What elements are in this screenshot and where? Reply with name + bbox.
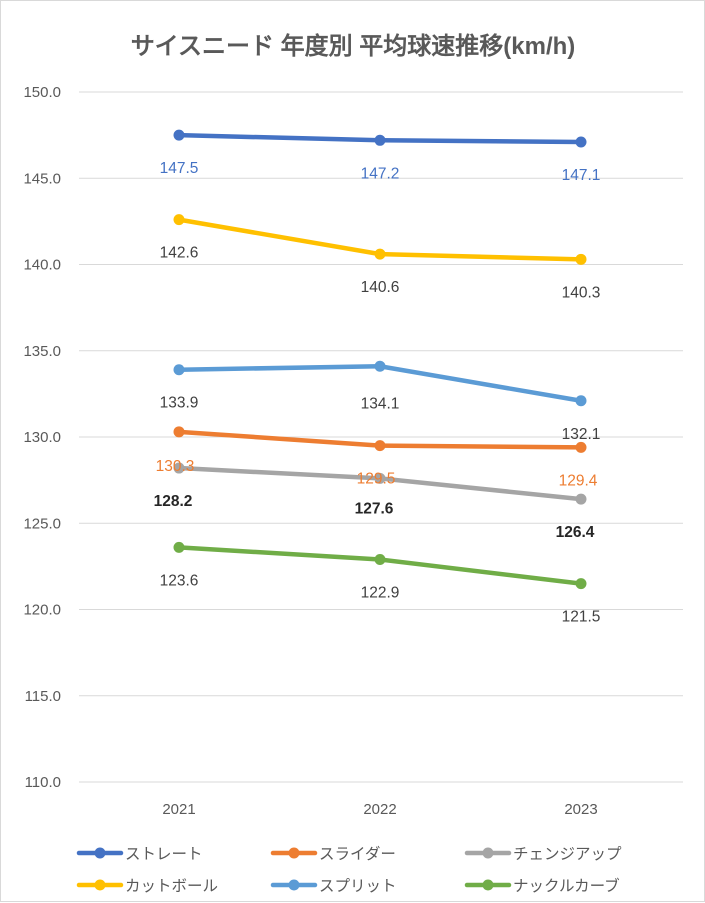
- series-lines: [173, 129, 587, 590]
- data-point: [173, 129, 185, 141]
- legend-label: スプリット: [319, 877, 397, 895]
- legend-item: ストレート: [76, 846, 203, 863]
- data-label: 140.6: [361, 279, 400, 296]
- data-label: 121.5: [562, 609, 601, 626]
- y-tick-label: 140.0: [23, 257, 61, 274]
- data-label: 123.6: [160, 572, 199, 589]
- data-point: [374, 360, 386, 372]
- data-label: 129.4: [559, 472, 598, 489]
- data-point: [173, 214, 185, 226]
- data-label: 127.6: [355, 500, 394, 517]
- data-label: 128.2: [154, 493, 193, 510]
- y-tick-label: 125.0: [23, 515, 61, 532]
- data-label: 132.1: [562, 426, 601, 443]
- legend-swatch-marker: [482, 847, 494, 859]
- data-point: [575, 136, 587, 148]
- x-tick-label: 2022: [363, 801, 396, 818]
- y-axis-tick-labels: 110.0 115.0 120.0 125.0 130.0 135.0 140.0 145.0…: [23, 84, 61, 791]
- data-point: [374, 472, 386, 484]
- legend-item: チェンジアップ: [464, 845, 622, 863]
- data-point: [374, 440, 386, 452]
- x-axis-tick-labels: 2021 2022 2023: [162, 801, 597, 818]
- data-label: 134.1: [361, 395, 400, 412]
- legend-label: ナックルカーブ: [513, 876, 620, 895]
- data-point: [575, 578, 587, 590]
- legend-swatch-marker: [94, 879, 106, 891]
- legend-swatch-marker: [94, 847, 106, 859]
- legend-label: チェンジアップ: [513, 845, 622, 863]
- y-tick-label: 115.0: [25, 688, 61, 705]
- x-tick-label: 2021: [162, 801, 195, 818]
- data-label: 126.4: [556, 524, 595, 541]
- data-point: [374, 553, 386, 565]
- legend-swatch-marker: [482, 879, 494, 891]
- data-labels: 147.5 147.2 147.1 142.6 140.6 140.3 133.9 134.1…: [154, 160, 601, 626]
- y-tick-label: 150.0: [23, 84, 61, 101]
- y-tick-label: 130.0: [23, 429, 61, 446]
- legend-swatch-marker: [288, 879, 300, 891]
- data-point: [575, 395, 587, 407]
- legend-item: スライダー: [270, 845, 396, 863]
- x-tick-label: 2023: [564, 801, 597, 818]
- data-point: [173, 364, 185, 376]
- data-label: 122.9: [361, 584, 400, 601]
- data-label: 133.9: [160, 395, 199, 412]
- y-tick-label: 120.0: [23, 602, 61, 619]
- data-label: 130.3: [156, 458, 195, 475]
- data-point: [374, 248, 386, 260]
- legend-label: スライダー: [319, 845, 396, 863]
- legend-label: ストレート: [125, 846, 203, 863]
- y-tick-label: 135.0: [23, 343, 61, 360]
- data-point: [173, 426, 185, 438]
- data-point: [374, 134, 386, 146]
- legend-item: スプリット: [270, 877, 397, 895]
- y-tick-label: 145.0: [23, 170, 61, 187]
- data-point: [575, 493, 587, 505]
- data-point: [173, 541, 185, 553]
- data-label: 147.2: [361, 165, 400, 182]
- chart-title: サイスニード 年度別 平均球速推移(km/h): [131, 32, 576, 60]
- legend-label: カットボール: [125, 877, 218, 895]
- data-point: [173, 462, 185, 474]
- data-label: 147.1: [562, 167, 601, 184]
- legend-item: ナックルカーブ: [464, 876, 620, 895]
- data-label: 140.3: [562, 284, 601, 301]
- data-label: 142.6: [160, 245, 199, 262]
- series-line: [176, 545, 584, 586]
- data-label: 129.5: [357, 471, 396, 488]
- legend-item: カットボール: [76, 877, 218, 895]
- data-label: 147.5: [160, 160, 199, 177]
- y-tick-label: 110.0: [25, 774, 61, 791]
- data-point: [575, 253, 587, 265]
- legend-swatch-marker: [288, 847, 300, 859]
- data-point: [575, 441, 587, 453]
